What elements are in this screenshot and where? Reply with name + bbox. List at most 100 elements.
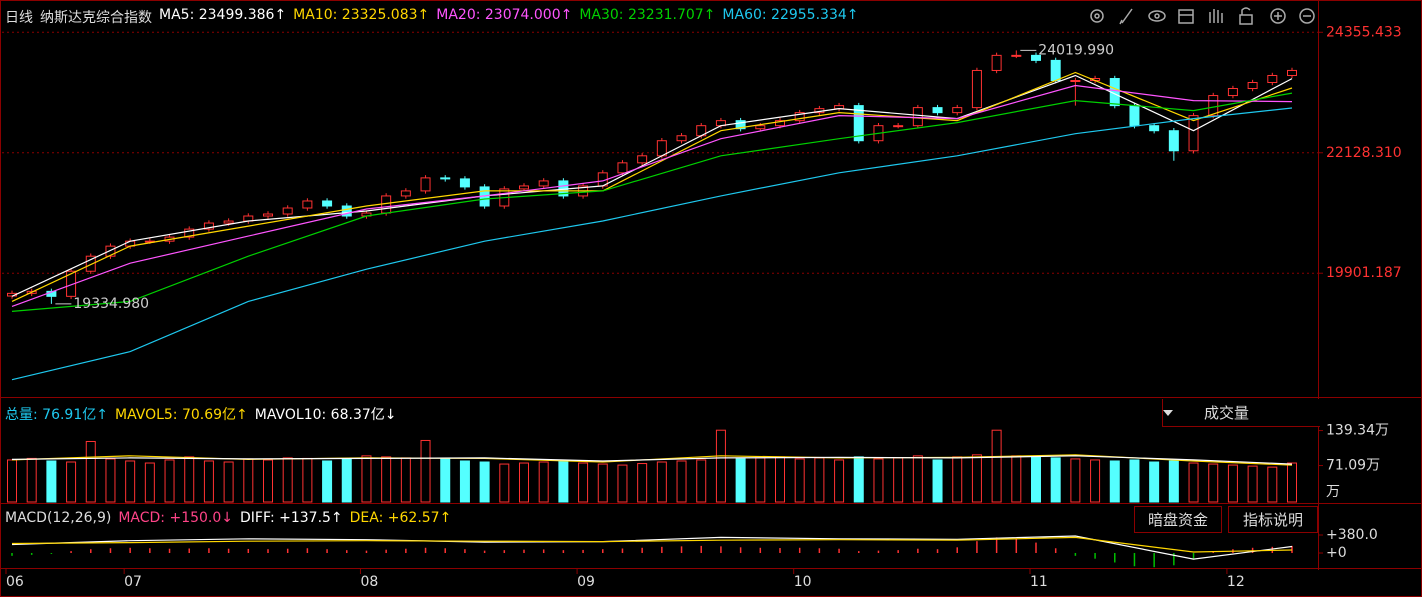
volume-bar [696, 459, 707, 503]
ma-line [11, 107, 1293, 381]
candle-body [1287, 69, 1297, 76]
volume-bar [282, 457, 293, 503]
volume-bar [203, 460, 214, 503]
volume-bar [1287, 462, 1297, 503]
volume-bar [735, 458, 746, 503]
volume-bar [715, 429, 726, 503]
volume-bar [656, 461, 667, 503]
dropdown-arrow [1163, 410, 1173, 416]
candle-body [322, 200, 333, 207]
volume-bar [85, 440, 96, 503]
candle-body [105, 245, 116, 257]
candle-body [991, 54, 1002, 71]
volume-bar [459, 460, 470, 503]
legend-entry: MA60: 22955.334↑ [722, 7, 859, 23]
candle-body [1267, 74, 1278, 84]
volume-bar [361, 455, 372, 503]
y-tick-label: 139.34万 [1326, 423, 1389, 439]
volume-bar [1011, 455, 1022, 503]
volume-bar [1031, 456, 1041, 503]
volume-unit: 万 [1326, 484, 1340, 500]
candle-body [184, 228, 195, 238]
volume-bar [302, 457, 313, 503]
candle-body [1188, 115, 1199, 152]
volume-bar [794, 458, 805, 503]
volume-bar [755, 457, 766, 503]
legend-entry: MA10: 23325.083↑ [293, 7, 430, 23]
volume-bar [912, 455, 923, 503]
candle-body [775, 120, 785, 127]
volume-bar [1227, 464, 1238, 503]
candle-body [735, 120, 746, 130]
candle-body [794, 112, 805, 122]
volume-bar [873, 458, 884, 503]
volume-bar [479, 461, 490, 503]
candle-body [1149, 125, 1160, 132]
volume-bar [834, 459, 845, 503]
candle-body [1050, 59, 1061, 82]
volume-bar [991, 429, 1002, 503]
candle-body [1247, 82, 1258, 90]
ma-line [11, 84, 1293, 307]
volume-bar [558, 460, 569, 503]
ma-line [11, 74, 1293, 297]
candle-body [1208, 95, 1219, 117]
volume-select[interactable]: 成交量 [1162, 399, 1320, 427]
ma-line [11, 536, 1293, 553]
y-tick-label: 19901.187 [1326, 265, 1402, 281]
button[interactable]: 指标说明 [1228, 506, 1318, 533]
legend-entry: MA20: 23074.000↑ [436, 7, 573, 23]
volume-bar [1247, 465, 1258, 503]
volume-bar [1050, 457, 1061, 503]
volume-bar [578, 462, 589, 503]
candle-body [85, 255, 96, 272]
volume-bar [66, 461, 77, 503]
candle-body [1070, 80, 1081, 83]
candle-body [440, 177, 451, 180]
volume-bar [243, 458, 254, 503]
legend-entry: DEA: +62.57↑ [349, 510, 452, 526]
volume-bar [400, 457, 411, 503]
volume-bar [420, 439, 431, 503]
ma-line [11, 92, 1293, 312]
toolbar-icons[interactable] [1090, 7, 1315, 25]
candle-body [282, 207, 293, 215]
volume-bar [46, 460, 57, 503]
y-tick-label: 24355.433 [1326, 24, 1402, 40]
volume-header: 总量: 76.91亿↑ MAVOL5: 70.69亿↑ MAVOL10: 68.… [5, 404, 396, 424]
volume-bar [164, 459, 175, 503]
volume-bar [853, 456, 864, 503]
candle-body [893, 125, 904, 128]
candle-body [755, 125, 766, 130]
y-tick-label: 22128.310 [1326, 145, 1402, 161]
volume-bar [1208, 463, 1219, 503]
volume-bar [971, 454, 982, 503]
x-tick-label: 08 [360, 574, 378, 590]
macd-title: MACD(12,26,9) [5, 510, 112, 526]
volume-bar [184, 456, 195, 503]
volume-bar [617, 464, 628, 503]
button[interactable]: 暗盘资金 [1134, 506, 1222, 533]
legend-entry: DIFF: +137.5↑ [240, 510, 343, 526]
volume-bar [1188, 462, 1199, 503]
candle-body [971, 69, 982, 109]
candle-body [459, 178, 470, 188]
macd-header: MACD(12,26,9) MACD: +150.0↓ DIFF: +137.5… [5, 510, 451, 526]
volume-bar [7, 459, 17, 503]
index-name: 纳斯达克综合指数 [40, 10, 152, 26]
candle-body [263, 213, 273, 217]
legend-entry: MAVOL5: 70.69亿↑ [114, 407, 248, 423]
volume-bar [26, 457, 37, 503]
volume-bar [814, 457, 825, 503]
ma-line [11, 71, 1293, 302]
volume-bar [932, 459, 943, 503]
x-tick-label: 10 [794, 574, 812, 590]
volume-bar [637, 463, 648, 503]
volume-total: 总量: 76.91亿↑ [5, 407, 108, 423]
volume-bar [1090, 459, 1101, 503]
candle-body [538, 180, 549, 187]
volume-bar [893, 457, 904, 503]
x-tick-label: 12 [1227, 574, 1245, 590]
candle-body [519, 185, 529, 190]
